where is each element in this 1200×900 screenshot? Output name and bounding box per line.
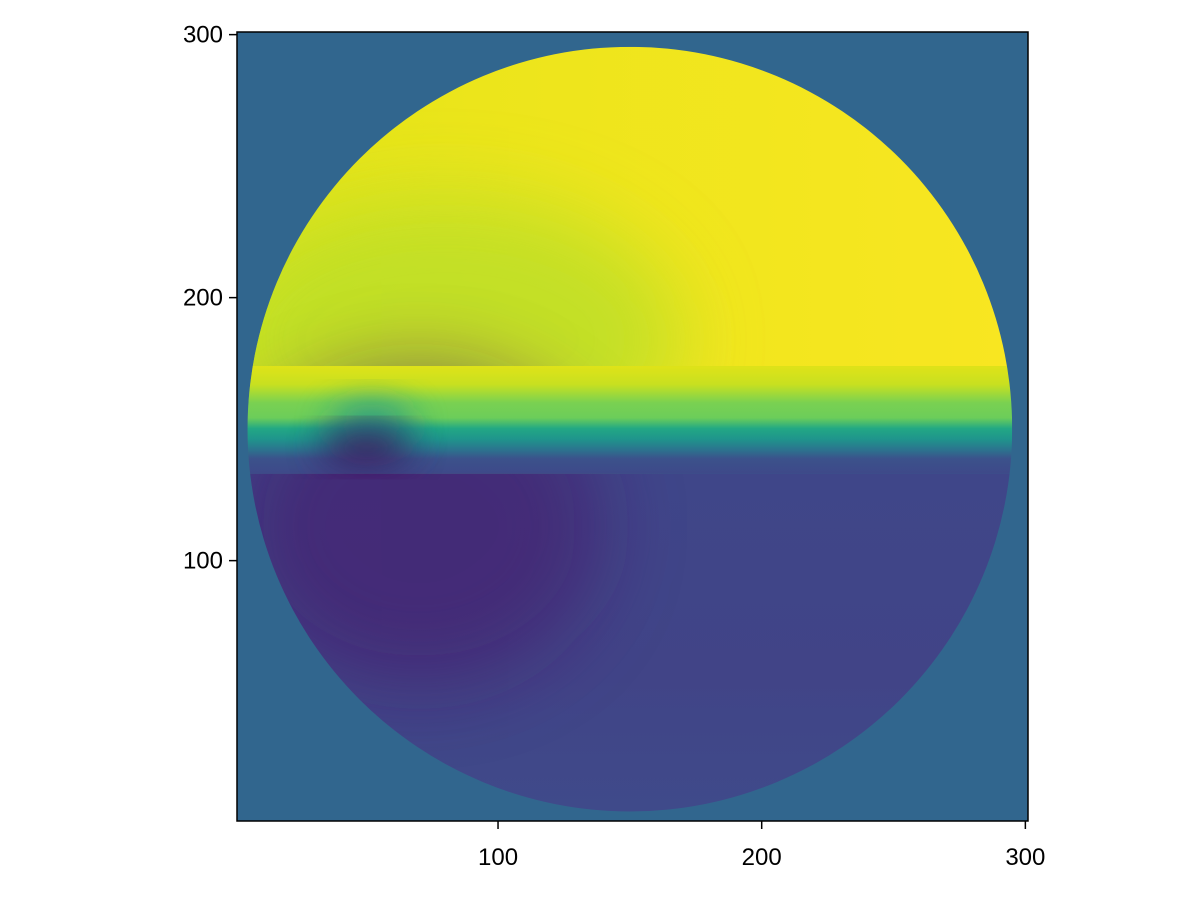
x-axis-ticks: 100 200 300 [478,821,1045,871]
y-tick-label: 100 [183,548,223,575]
y-axis-ticks: 100 200 300 [183,22,237,575]
y-tick-label: 300 [183,22,223,49]
x-tick-label: 200 [742,844,782,871]
y-tick-label: 200 [183,285,223,312]
x-tick-label: 100 [478,844,518,871]
axes-frame [236,31,1029,822]
dark-hotspot [318,431,414,464]
x-tick-label: 300 [1005,844,1045,871]
